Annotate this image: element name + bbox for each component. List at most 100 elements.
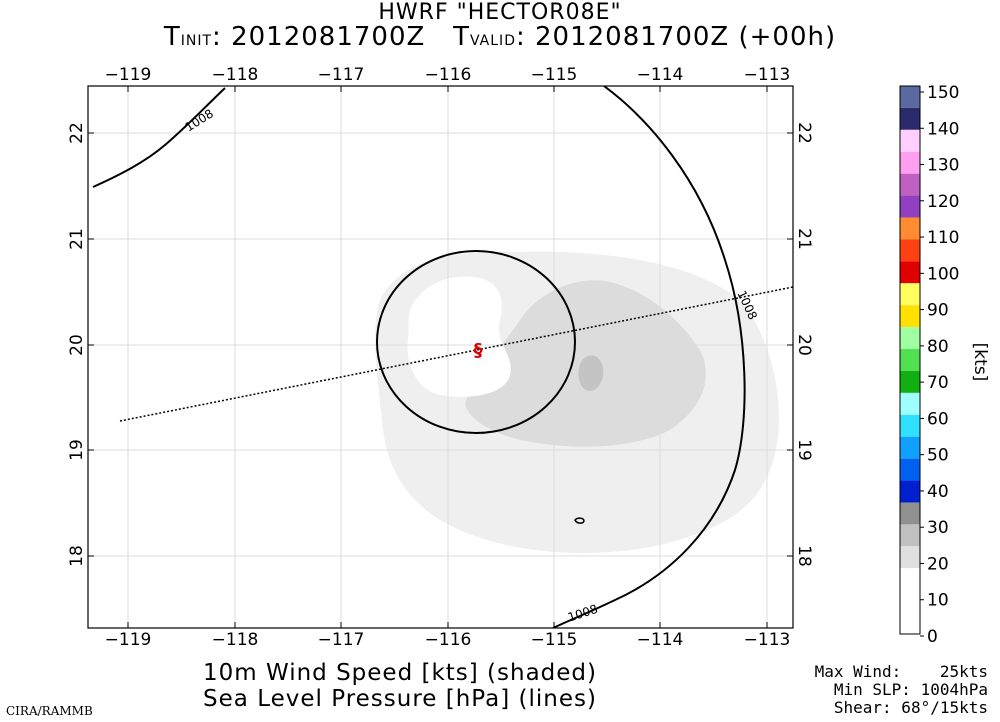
lon-top-label: −119 — [105, 65, 152, 85]
colorbar-swatch — [900, 217, 920, 240]
lat-right-label: 19 — [794, 439, 814, 461]
colorbar-tick-label: 10 — [927, 591, 949, 611]
colorbar-tick-label: 50 — [927, 446, 949, 466]
lon-top-label: −113 — [744, 65, 791, 85]
lon-bottom-label: −116 — [425, 630, 472, 650]
colorbar-swatch — [900, 195, 920, 218]
t-valid-value: : 2012081700Z (+00h) — [515, 22, 837, 52]
contour-label-south: 1008 — [566, 602, 599, 625]
lat-left-label: 21 — [67, 228, 87, 250]
colorbar-swatch — [900, 392, 920, 415]
colorbar-swatch — [900, 590, 920, 613]
caption-line-2: Sea Level Pressure [hPa] (lines) — [203, 686, 597, 712]
lon-labels-bottom: −119 −118 −117 −116 −115 −114 −113 — [105, 630, 791, 650]
colorbar-tick-label: 140 — [927, 119, 959, 139]
lat-labels-left: 18 19 20 21 22 — [67, 122, 87, 567]
colorbar-tick-label: 100 — [927, 264, 959, 284]
colorbar-swatch — [900, 349, 920, 371]
colorbar-swatch — [900, 502, 920, 525]
colorbar-swatch — [900, 546, 920, 569]
lon-bottom-label: −118 — [212, 630, 259, 650]
lon-bottom-label: −117 — [318, 630, 365, 650]
calm-eye — [407, 276, 511, 397]
lat-right-label: 21 — [794, 228, 814, 250]
slp-contours — [92, 86, 746, 628]
lon-bottom-label: −119 — [105, 630, 152, 650]
frame-ticks — [88, 86, 793, 628]
model-title: HWRF "HECTOR08E" — [378, 0, 622, 25]
colorbar-swatch — [900, 86, 920, 108]
credit-label: CIRA/RAMMB — [6, 704, 93, 718]
t-valid-label: T — [453, 22, 470, 52]
lat-left-label: 20 — [67, 334, 87, 356]
contour-1004-ring — [376, 250, 576, 434]
lon-top-label: −116 — [425, 65, 472, 85]
lon-top-label: −114 — [637, 65, 684, 85]
colorbar-tick-label: 40 — [927, 482, 949, 502]
wind-max-patch — [578, 355, 604, 391]
lon-top-label: −118 — [212, 65, 259, 85]
colorbar-swatch — [900, 370, 920, 393]
lon-top-label: −117 — [318, 65, 365, 85]
lat-right-label: 22 — [794, 122, 814, 144]
contour-1008-east — [552, 86, 746, 628]
colorbar-unit-label: [kts] — [970, 343, 990, 382]
colorbar-tick-label: 150 — [927, 83, 959, 103]
colorbar-swatch — [900, 173, 920, 196]
colorbar-frame — [899, 85, 921, 635]
shear-stat: Shear: 68°/15kts — [833, 698, 988, 717]
lat-left-label: 22 — [67, 122, 87, 144]
contour-1008-nw — [92, 87, 226, 188]
contour-label-nw: 1008 — [183, 106, 216, 134]
colorbar-tick-label: 30 — [927, 518, 949, 538]
colorbar-swatch — [900, 283, 920, 306]
t-valid-sub: VALID — [470, 33, 516, 49]
colorbar-tick-label: 80 — [927, 337, 949, 357]
min-slp-stat: Min SLP: 1004hPa — [833, 680, 988, 699]
lat-left-label: 18 — [67, 545, 87, 567]
max-wind-stat: Max Wind: 25kts — [814, 662, 988, 681]
colorbar-swatch — [900, 239, 920, 262]
colorbar-tick-label: 120 — [927, 192, 959, 212]
colorbar-swatch — [900, 458, 920, 481]
colorbar-tick-label: 0 — [927, 627, 938, 647]
lat-right-label: 20 — [794, 334, 814, 356]
lon-bottom-label: −115 — [531, 630, 578, 650]
t-init-label: T — [163, 22, 181, 52]
colorbar-tick-label: 20 — [927, 554, 949, 574]
colorbar-swatch — [900, 305, 920, 328]
lat-right-label: 18 — [794, 545, 814, 567]
colorbar-swatch — [900, 129, 920, 152]
grid-lines — [88, 86, 793, 628]
colorbar-swatch — [900, 261, 920, 284]
colorbar-swatch — [900, 107, 920, 130]
lat-labels-right: 18 19 20 21 22 — [794, 122, 814, 567]
wind-shading — [375, 251, 779, 553]
lon-labels-top: −119 −118 −117 −116 −115 −114 −113 — [105, 65, 791, 85]
lon-top-label: −115 — [531, 65, 578, 85]
colorbar-swatch — [900, 612, 920, 634]
colorbar-tick-label: 110 — [927, 228, 959, 248]
time-title: TINIT: 2012081700Z TVALID: 2012081700Z (… — [0, 22, 1000, 52]
t-init-sub: INIT — [180, 33, 213, 49]
colorbar-tick-label: 60 — [927, 409, 949, 429]
colorbar-tick-label: 130 — [927, 156, 959, 176]
colorbar-swatch — [900, 524, 920, 547]
colorbar-swatch — [900, 414, 920, 437]
colorbar-swatch — [900, 568, 920, 591]
colorbar-swatch — [900, 480, 920, 503]
colorbar — [899, 85, 924, 637]
small-wind-dot — [574, 517, 585, 524]
t-init-value: : 2012081700Z — [212, 22, 426, 52]
caption-line-1: 10m Wind Speed [kts] (shaded) — [202, 660, 598, 686]
colorbar-swatch — [900, 327, 920, 350]
plot-frame — [87, 85, 794, 629]
colorbar-swatch — [900, 151, 920, 174]
colorbar-tick-label: 70 — [927, 373, 949, 393]
lon-bottom-label: −113 — [744, 630, 791, 650]
storm-symbol-icon: § — [474, 340, 483, 361]
lat-left-label: 19 — [67, 439, 87, 461]
lon-bottom-label: −114 — [637, 630, 684, 650]
